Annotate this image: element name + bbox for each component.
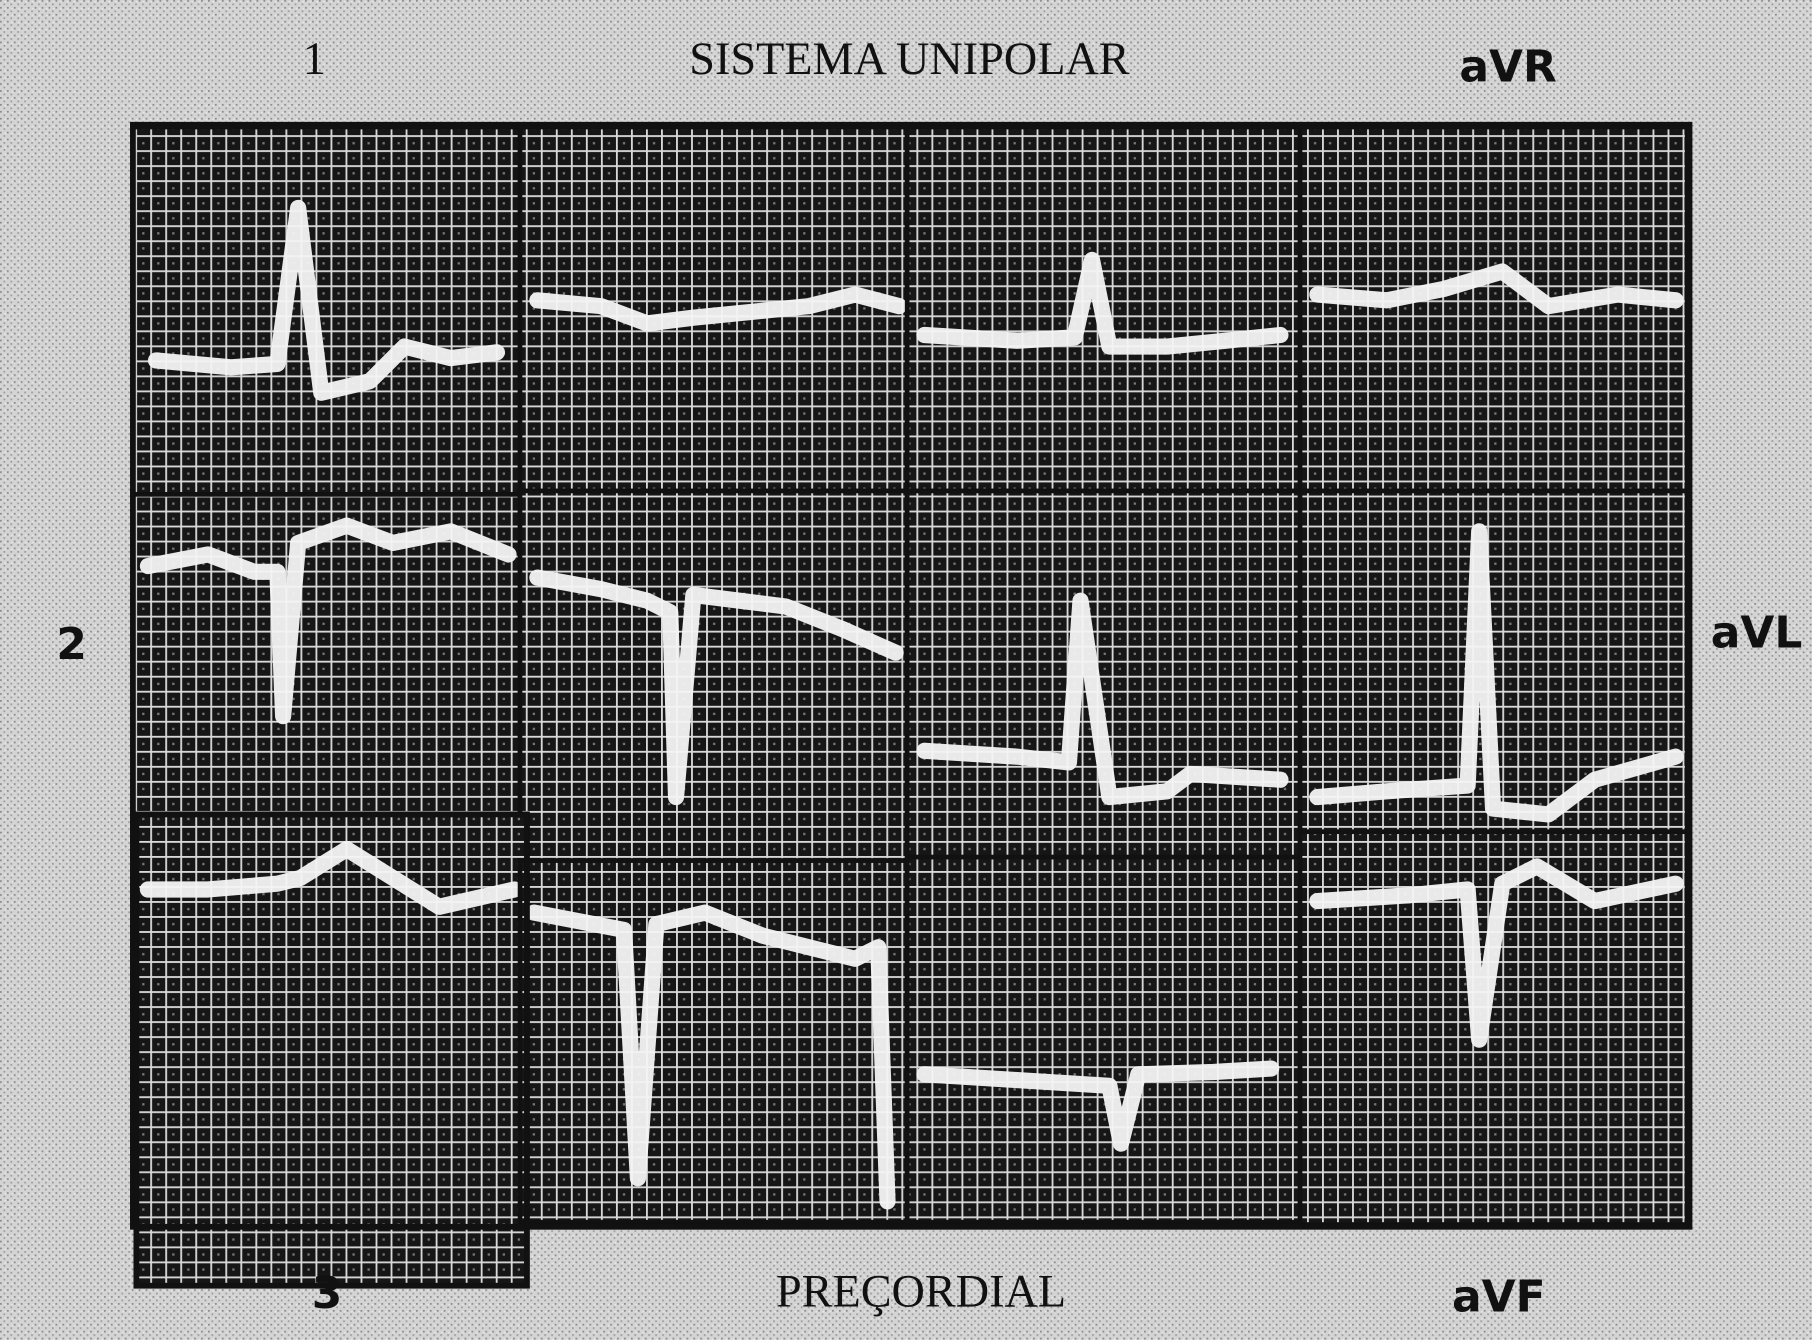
figure-title: SISTEMA UNIPOLAR: [689, 33, 1130, 84]
lead-label: 2: [56, 619, 87, 670]
lead-label: 3: [312, 1268, 343, 1319]
figure: 1 SISTEMA UNIPOLAR aVR 2 aVL 3 PREÇORDIA…: [0, 0, 1812, 1340]
lead-label: aVF: [1452, 1272, 1546, 1323]
ecg-grid: [1300, 127, 1687, 491]
lead-label: aVR: [1459, 41, 1556, 92]
section-title: PREÇORDIAL: [776, 1266, 1066, 1317]
ecg-panels: [133, 127, 1687, 1286]
ecg-grid: [520, 491, 907, 861]
lead-label: 1: [303, 33, 326, 84]
ecg-grid: [133, 127, 520, 494]
lead-label: aVL: [1711, 607, 1803, 658]
page: 1 SISTEMA UNIPOLAR aVR 2 aVL 3 PREÇORDIA…: [0, 0, 1812, 1340]
ecg-grid: [907, 857, 1300, 1222]
